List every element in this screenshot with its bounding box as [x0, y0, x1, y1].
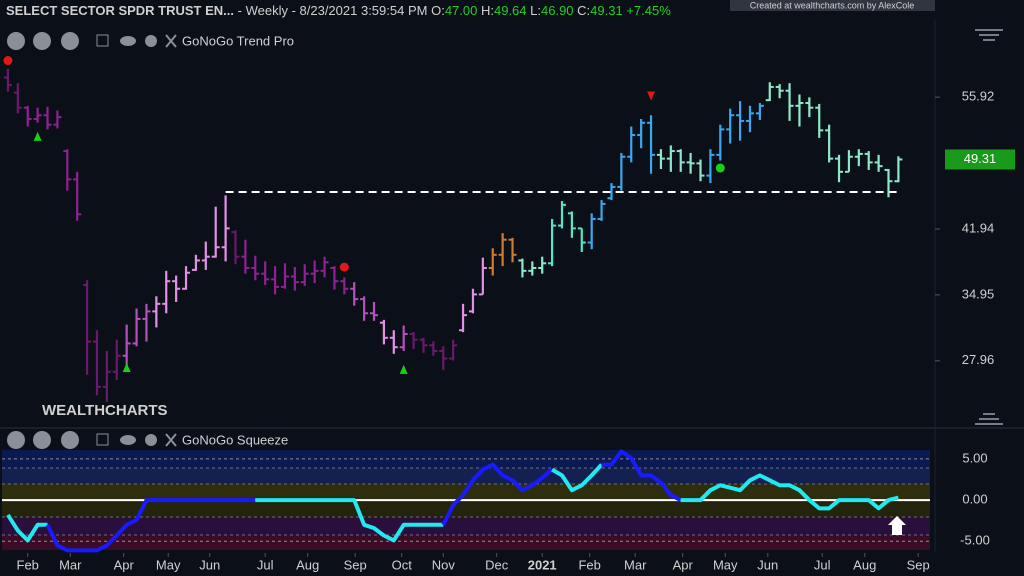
x-tick-label: Mar	[59, 557, 82, 572]
panel-menu[interactable]	[975, 413, 1003, 425]
x-tick-label: Apr	[114, 557, 135, 572]
squeeze-line	[6, 513, 48, 543]
signal	[122, 362, 131, 372]
signal	[399, 364, 408, 374]
last-price-label: 49.31	[964, 151, 997, 166]
x-tick-label: May	[713, 557, 738, 572]
y-tick-label: 34.95	[962, 286, 995, 301]
panel-menu[interactable]	[975, 29, 1003, 41]
x-tick-label: Dec	[485, 557, 509, 572]
button[interactable]	[165, 433, 177, 447]
ohlc-value: 47.00	[445, 3, 478, 18]
x-tick-label: Jun	[757, 557, 778, 572]
ohlc-label: L:	[530, 3, 541, 18]
x-tick-label: Nov	[432, 557, 456, 572]
squeeze-line	[255, 498, 444, 543]
y-tick-label: 55.92	[962, 89, 995, 104]
band	[2, 535, 930, 550]
credit: Created at wealthcharts.com by AlexCole	[750, 0, 915, 10]
x-tick-label: Oct	[392, 557, 413, 572]
toolbar: GoNoGo Trend Pro	[7, 32, 294, 50]
button[interactable]	[33, 32, 51, 50]
arrow-icon	[888, 516, 906, 535]
y-tick-label: 41.94	[962, 220, 995, 235]
symbol: SELECT SECTOR SPDR TRUST EN...	[6, 3, 234, 18]
panel-title: GoNoGo Squeeze	[182, 432, 288, 447]
squeeze-line	[551, 463, 604, 493]
button[interactable]	[120, 435, 136, 445]
button[interactable]	[96, 34, 109, 47]
credit-box	[730, 0, 935, 11]
signal	[339, 262, 349, 272]
signal	[715, 163, 725, 173]
interval: - Weekly - 8/23/2021 3:59:54 PM	[238, 3, 428, 18]
header: SELECT SECTOR SPDR TRUST EN... - Weekly …	[6, 3, 671, 18]
squeeze-line	[441, 462, 554, 526]
squeeze-line	[680, 473, 899, 511]
change: +7.45%	[626, 3, 671, 18]
x-tick-label: Mar	[624, 557, 647, 572]
x-tick-label: Apr	[673, 557, 694, 572]
button[interactable]	[7, 431, 25, 449]
y-tick-label: 5.00	[962, 450, 987, 465]
squeeze-line	[45, 498, 256, 553]
x-tick-label: 2021	[528, 557, 557, 572]
x-tick-label: Sep	[344, 557, 367, 572]
band	[2, 500, 930, 517]
button[interactable]	[61, 431, 79, 449]
button[interactable]	[33, 431, 51, 449]
panel-title: GoNoGo Trend Pro	[182, 33, 294, 48]
button[interactable]	[165, 34, 177, 48]
x-tick-label: Jul	[257, 557, 274, 572]
squeeze-line	[601, 449, 682, 502]
button[interactable]	[145, 35, 157, 47]
x-tick-label: Jul	[814, 557, 831, 572]
x-tick-label: Aug	[853, 557, 876, 572]
button[interactable]	[61, 32, 79, 50]
button[interactable]	[96, 433, 109, 446]
signal	[647, 91, 656, 101]
x-tick-label: Feb	[17, 557, 39, 572]
band	[2, 517, 930, 535]
y-tick-label: 27.96	[962, 352, 995, 367]
y-tick-label: 0.00	[962, 492, 987, 507]
watermark: WEALTHCHARTS	[42, 402, 168, 419]
ohlc-value: 49.64	[494, 3, 527, 18]
toolbar: GoNoGo Squeeze	[7, 431, 288, 449]
x-tick-label: May	[156, 557, 181, 572]
x-tick-label: Sep	[907, 557, 930, 572]
x-tick-label: Aug	[296, 557, 319, 572]
ohlc-value: 46.90	[541, 3, 574, 18]
button[interactable]	[145, 434, 157, 446]
y-tick-label: -5.00	[960, 533, 990, 548]
band	[2, 468, 930, 484]
last-price-badge	[945, 149, 1015, 170]
button[interactable]	[120, 36, 136, 46]
x-tick-label: Jun	[199, 557, 220, 572]
signal	[33, 131, 42, 141]
signal	[3, 56, 13, 66]
ohlc-label: O:	[431, 3, 445, 18]
button[interactable]	[7, 32, 25, 50]
ohlc-value: 49.31	[590, 3, 623, 18]
ohlc-label: C:	[577, 3, 590, 18]
x-tick-label: Feb	[578, 557, 600, 572]
ohlc-label: H:	[481, 3, 494, 18]
